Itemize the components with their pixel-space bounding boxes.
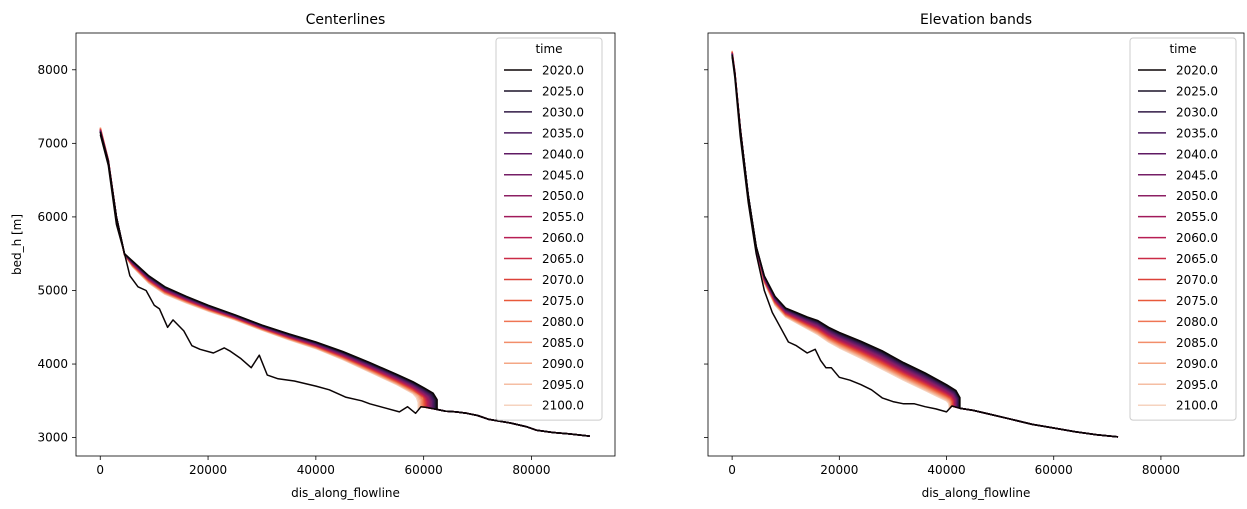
x-tick-label: 80000: [512, 463, 550, 477]
y-ticks: [704, 69, 708, 439]
legend-entry-label: 2095.0: [542, 378, 584, 392]
legend-entry-label: 2045.0: [1176, 168, 1218, 182]
axes-frame: [707, 32, 1245, 457]
x-tick-label: 0: [96, 463, 104, 477]
bed-line: [731, 56, 1119, 438]
x-tick-label: 20000: [189, 463, 227, 477]
legend-entry-label: 2085.0: [1176, 336, 1218, 350]
y-tick-label: 5000: [37, 283, 68, 297]
legend-entry-label: 2060.0: [542, 231, 584, 245]
x-tick-label: 20000: [820, 463, 858, 477]
legend: time 2020.0 2025.0 2030.0 2035.0 2040.0 2045.0…: [495, 37, 603, 421]
legend: time 2020.0 2025.0 2030.0 2035.0 2040.0 2045.0…: [1129, 37, 1237, 421]
legend-entry-label: 2040.0: [1176, 147, 1218, 161]
legend-entry-label: 2075.0: [1176, 294, 1218, 308]
legend-entry-label: 2080.0: [1176, 315, 1218, 329]
legend-entry-label: 2065.0: [542, 252, 584, 266]
y-tick-label: 3000: [37, 431, 68, 445]
x-ticks: 0 20000 40000 60000 80000: [96, 456, 551, 477]
chart-title: Centerlines: [306, 12, 386, 28]
panel-elevation-bands: 0 20000 40000 60000 80000 Elevation bands di…: [704, 12, 1245, 500]
legend-entry-label: 2075.0: [542, 294, 584, 308]
legend-entry-label: 2085.0: [542, 336, 584, 350]
legend-entry-label: 2055.0: [542, 210, 584, 224]
y-tick-label: 8000: [37, 63, 68, 77]
plot-lines: [731, 50, 1119, 438]
y-axis-label: bed_h [m]: [10, 214, 24, 275]
legend-entry-label: 2030.0: [542, 105, 584, 119]
x-tick-label: 0: [728, 463, 736, 477]
x-tick-label: 40000: [927, 463, 965, 477]
x-tick-label: 80000: [1142, 463, 1180, 477]
legend-entry-label: 2065.0: [1176, 252, 1218, 266]
legend-entry-label: 2090.0: [542, 357, 584, 371]
y-tick-label: 4000: [37, 357, 68, 371]
bed-line: [99, 134, 590, 437]
y-ticks: 3000 4000 5000 6000 7000 8000: [37, 63, 76, 445]
legend-entry-label: 2035.0: [542, 126, 584, 140]
legend-entry-label: 2035.0: [1176, 126, 1218, 140]
legend-title: time: [535, 42, 562, 56]
legend-entry-label: 2025.0: [542, 84, 584, 98]
legend-entry-label: 2050.0: [542, 189, 584, 203]
x-axis-label: dis_along_flowline: [291, 486, 400, 500]
chart-title: Elevation bands: [920, 12, 1032, 28]
legend-entry-label: 2055.0: [1176, 210, 1218, 224]
legend-entry-label: 2090.0: [1176, 357, 1218, 371]
legend-entry-label: 2070.0: [542, 273, 584, 287]
legend-entry-label: 2060.0: [1176, 231, 1218, 245]
legend-entry-label: 2095.0: [1176, 378, 1218, 392]
legend-entry-label: 2050.0: [1176, 189, 1218, 203]
legend-entry-label: 2045.0: [542, 168, 584, 182]
y-tick-label: 6000: [37, 210, 68, 224]
legend-entry-label: 2040.0: [542, 147, 584, 161]
x-ticks: 0 20000 40000 60000 80000: [728, 456, 1180, 477]
legend-entry-label: 2030.0: [1176, 105, 1218, 119]
legend-entry-label: 2100.0: [1176, 399, 1218, 413]
legend-entry-label: 2080.0: [542, 315, 584, 329]
plot-lines: [99, 127, 590, 437]
legend-title: time: [1169, 42, 1196, 56]
legend-entry-label: 2025.0: [1176, 84, 1218, 98]
x-tick-label: 60000: [1035, 463, 1073, 477]
x-tick-label: 60000: [405, 463, 443, 477]
legend-entry-label: 2070.0: [1176, 273, 1218, 287]
legend-entry-label: 2020.0: [542, 64, 584, 78]
legend-entry-label: 2020.0: [1176, 64, 1218, 78]
x-tick-label: 40000: [297, 463, 335, 477]
axes-frame: [75, 32, 616, 457]
legend-entry-label: 2100.0: [542, 399, 584, 413]
y-tick-label: 7000: [37, 136, 68, 150]
x-axis-label: dis_along_flowline: [922, 486, 1031, 500]
panel-centerlines: 0 20000 40000 60000 80000 3000 4000 5000 6000 70…: [10, 12, 616, 500]
